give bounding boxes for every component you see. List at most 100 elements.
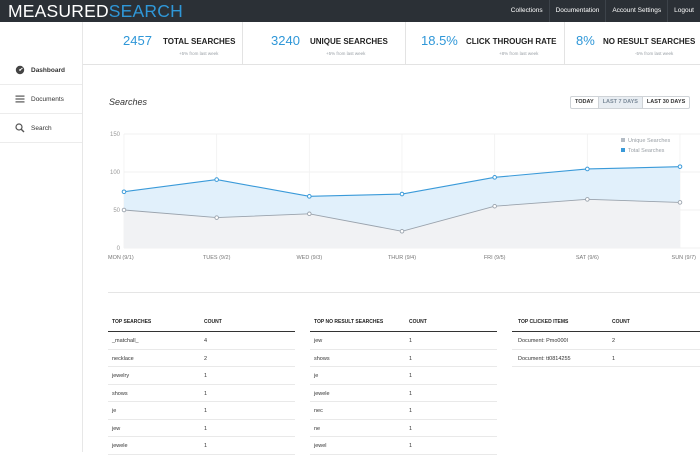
- cell: Document: tt0814255: [518, 355, 571, 362]
- nav-collections[interactable]: Collections: [510, 7, 543, 14]
- legend-swatch-total: [621, 148, 625, 152]
- cell: 1: [409, 373, 413, 379]
- brand-part1: MEASURED: [8, 1, 109, 21]
- stat-change: +8% from last week: [499, 51, 539, 56]
- table-row: jewelry 1: [108, 367, 295, 385]
- cell: shows: [112, 390, 128, 397]
- search-icon: [15, 123, 25, 133]
- cell: 1: [409, 390, 413, 397]
- top-navbar: MEASUREDSEARCH Collections Documentation…: [0, 0, 700, 22]
- cell: 1: [409, 408, 413, 414]
- range-today[interactable]: TODAY: [575, 99, 594, 105]
- x-tick-label: THUR (9/4): [388, 255, 416, 261]
- cell: 1: [409, 425, 413, 432]
- table-row: _matchall_ 4: [108, 332, 295, 350]
- cell: 1: [204, 443, 208, 449]
- total-searches-point: [121, 189, 127, 195]
- column-header: COUNT: [612, 319, 630, 325]
- table-row: jew 1: [108, 420, 295, 437]
- stat-label: TOTAL SEARCHES: [163, 37, 236, 46]
- x-tick-label: WED (9/3): [296, 255, 322, 261]
- section-title: Searches: [109, 97, 148, 107]
- top-nav: Collections Documentation Account Settin…: [505, 0, 700, 22]
- x-tick-label: SAT (9/6): [576, 255, 599, 261]
- column-header: COUNT: [409, 319, 427, 325]
- table-top-clicked-items: TOP CLICKED ITEMS COUNT Document: Pmo000…: [512, 312, 700, 367]
- brand-part2: SEARCH: [108, 1, 183, 21]
- stat-change: +5% from last week: [179, 51, 219, 56]
- cell: necklace: [112, 355, 134, 362]
- total-searches-point: [399, 191, 405, 197]
- stat-value: 3240: [271, 33, 300, 48]
- stats-bar: 2457 TOTAL SEARCHES +5% from last week 3…: [83, 22, 700, 65]
- cell: jewele: [112, 443, 128, 449]
- unique-searches-point: [677, 200, 683, 205]
- sidebar-item-documents[interactable]: Documents: [0, 85, 82, 114]
- y-tick-label: 50: [113, 208, 120, 214]
- unique-searches-point: [214, 215, 219, 220]
- cell: jewelry: [112, 373, 130, 379]
- dashboard-icon: [15, 65, 25, 75]
- searches-chart: 0 50 100 150 MON (9/1) TUES (9/2) WED (9/3) THU…: [108, 132, 700, 261]
- table-row: nec 1: [310, 402, 497, 420]
- cell: 1: [204, 425, 208, 432]
- total-searches-point: [585, 166, 590, 172]
- sidebar: Dashboard Documents Search: [0, 22, 83, 452]
- unique-searches-point: [121, 207, 127, 213]
- sidebar-item-search[interactable]: Search: [0, 114, 82, 143]
- stat-total-searches: 2457 TOTAL SEARCHES +5% from last week: [83, 22, 243, 65]
- sidebar-item-label: Dashboard: [31, 66, 65, 74]
- cell: 1: [409, 355, 413, 362]
- stat-change: -5% from last week: [635, 51, 674, 56]
- range-last-7-days[interactable]: LAST 7 DAYS: [597, 97, 642, 108]
- legend-label-total: Total Searches: [628, 148, 665, 154]
- table-row: jew 1: [310, 332, 497, 350]
- cell: 2: [612, 338, 616, 344]
- nav-account-settings[interactable]: Account Settings: [605, 0, 667, 22]
- y-tick-label: 100: [110, 170, 121, 176]
- column-header: COUNT: [204, 319, 222, 325]
- nav-logout[interactable]: Logout: [667, 0, 700, 22]
- cell: jewel: [314, 443, 327, 449]
- unique-searches-point: [399, 229, 405, 234]
- stat-no-result-searches: 8% NO RESULT SEARCHES -5% from last week: [565, 22, 700, 65]
- stat-label: CLICK THROUGH RATE: [466, 37, 557, 46]
- cell: je: [112, 408, 117, 414]
- stat-value: 18.5%: [421, 33, 458, 48]
- stat-value: 2457: [123, 33, 152, 48]
- table-row: shows 1: [108, 385, 295, 402]
- cell: 1: [204, 373, 208, 379]
- unique-searches-point: [307, 211, 312, 217]
- sidebar-item-label: Documents: [31, 95, 64, 103]
- table-top-searches: TOP SEARCHES COUNT _matchall_ 4 necklace 2…: [108, 312, 295, 455]
- table-header: TOP SEARCHES COUNT: [108, 312, 295, 332]
- table-header: TOP CLICKED ITEMS COUNT: [512, 312, 700, 332]
- table-row: jewele 1: [310, 385, 497, 402]
- total-searches-point: [492, 175, 497, 180]
- nav-documentation[interactable]: Documentation: [548, 0, 606, 22]
- cell: jew: [112, 425, 121, 432]
- total-searches-point: [214, 177, 219, 182]
- legend-label-unique: Unique Searches: [628, 138, 670, 144]
- cell: 4: [204, 338, 208, 344]
- divider: [108, 292, 700, 293]
- x-tick-label: TUES (9/2): [203, 255, 231, 261]
- stat-change: +5% from last week: [326, 51, 366, 56]
- cell: 1: [612, 355, 616, 362]
- stat-click-through-rate: 18.5% CLICK THROUGH RATE +8% from last w…: [406, 22, 565, 65]
- cell: je: [314, 373, 319, 379]
- stat-label: NO RESULT SEARCHES: [603, 37, 696, 46]
- cell: 2: [204, 355, 208, 362]
- brand-logo[interactable]: MEASUREDSEARCH: [8, 1, 183, 21]
- cell: jew: [314, 338, 323, 344]
- sidebar-item-dashboard[interactable]: Dashboard: [0, 56, 82, 85]
- column-header: TOP NO RESULT SEARCHES: [314, 319, 384, 325]
- table-row: necklace 2: [108, 350, 295, 367]
- cell: jewele: [314, 390, 330, 397]
- table-row: Document: Pmo000l 2: [512, 332, 700, 350]
- sidebar-item-label: Search: [31, 124, 52, 132]
- cell: Document: Pmo000l: [518, 338, 568, 344]
- unique-searches-point: [585, 197, 590, 202]
- column-header: TOP CLICKED ITEMS: [518, 319, 569, 325]
- range-last-30-days[interactable]: LAST 30 DAYS: [641, 97, 689, 108]
